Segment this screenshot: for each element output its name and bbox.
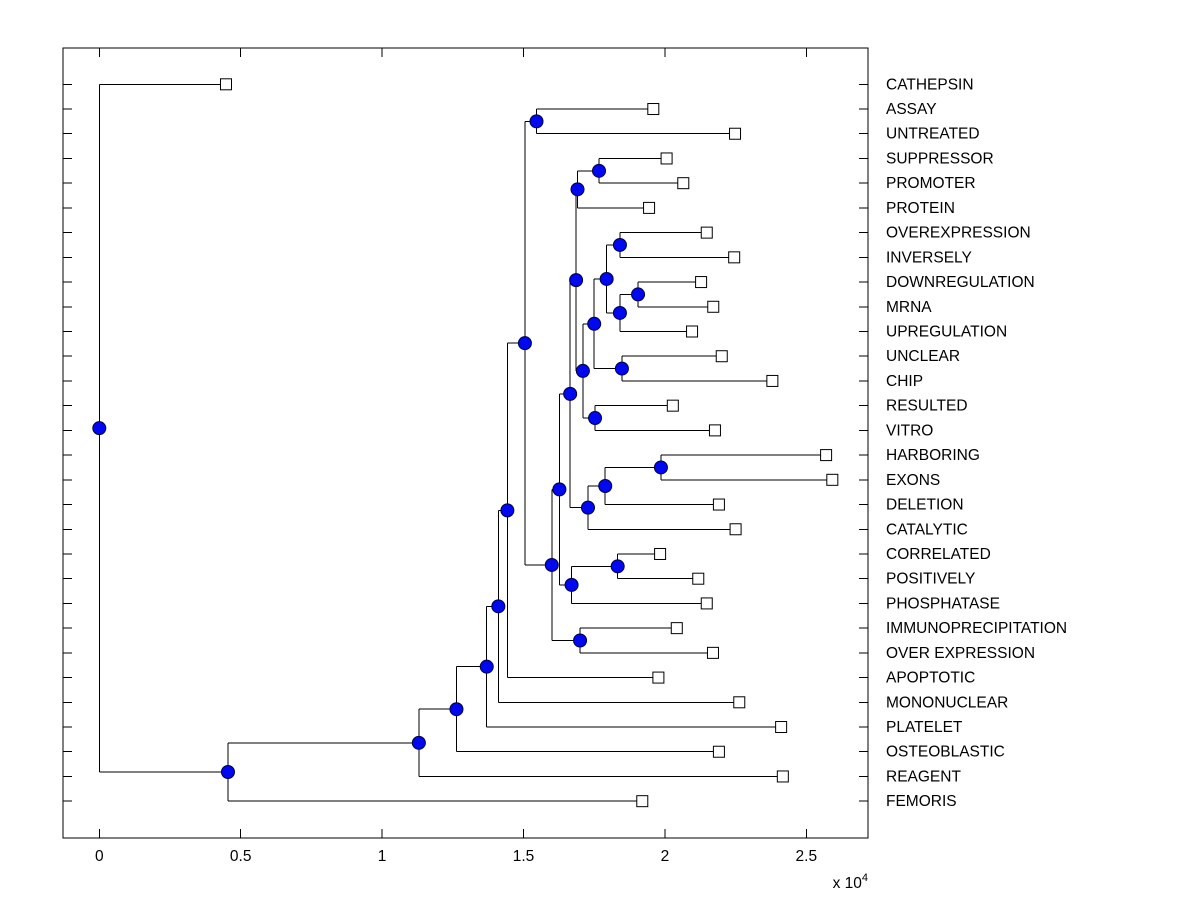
leaf-tip-marker xyxy=(712,745,725,758)
leaf-label: FEMORIS xyxy=(886,793,957,810)
leaf-label: PLATELET xyxy=(886,719,963,736)
leaf-label: OVEREXPRESSION xyxy=(886,225,1031,242)
branch-node-marker xyxy=(631,287,646,302)
leaf-label: IMMUNOPRECIPITATION xyxy=(886,620,1067,637)
branch-node-marker xyxy=(587,316,602,331)
leaf-tip-marker xyxy=(820,449,833,462)
leaf-label: UNCLEAR xyxy=(886,348,960,365)
branch-node-marker xyxy=(479,659,494,674)
x-tick-label: 1.5 xyxy=(513,848,535,865)
leaf-tip-marker xyxy=(733,696,746,709)
branch-node-marker xyxy=(570,182,585,197)
leaf-tip-marker xyxy=(700,226,713,239)
leaf-tip-marker xyxy=(729,127,742,140)
leaf-label: SUPPRESSOR xyxy=(886,150,994,167)
leaf-tip-marker xyxy=(677,177,690,190)
branch-node-marker xyxy=(612,237,627,252)
leaf-label: ASSAY xyxy=(886,101,937,118)
branch-node-marker xyxy=(544,557,559,572)
leaf-tip-marker xyxy=(666,399,679,412)
leaf-tip-marker xyxy=(712,498,725,511)
leaf-label: RESULTED xyxy=(886,398,968,415)
leaf-label: PROMOTER xyxy=(886,175,976,192)
leaf-tip-marker xyxy=(692,572,705,585)
branch-node-marker xyxy=(449,702,464,717)
x-tick-label: 0 xyxy=(95,848,104,865)
branch-node-marker xyxy=(92,421,107,436)
branch-node-marker xyxy=(569,273,584,288)
leaf-label: CORRELATED xyxy=(886,546,991,563)
branch-node-marker xyxy=(552,482,567,497)
leaf-tip-marker xyxy=(707,300,720,313)
leaf-tip-marker xyxy=(636,795,649,808)
leaf-label: OVER EXPRESSION xyxy=(886,645,1035,662)
branch-node-marker xyxy=(599,271,614,286)
leaf-label: POSITIVELY xyxy=(886,571,975,588)
branch-node-marker xyxy=(580,500,595,515)
leaf-tip-marker xyxy=(715,350,728,363)
leaf-label: APOPTOTIC xyxy=(886,670,975,687)
leaf-label: REAGENT xyxy=(886,768,961,785)
branch-node-marker xyxy=(588,411,603,426)
leaf-tip-marker xyxy=(660,152,673,165)
branch-node-marker xyxy=(491,599,506,614)
leaf-label: CATHEPSIN xyxy=(886,76,974,93)
leaf-tip-marker xyxy=(775,721,788,734)
leaf-label: PHOSPHATASE xyxy=(886,595,1000,612)
x-tick-label: 0.5 xyxy=(230,848,252,865)
leaf-tip-marker xyxy=(647,103,660,116)
leaf-tip-marker xyxy=(776,770,789,783)
branch-node-marker xyxy=(564,577,579,592)
leaf-label: DOWNREGULATION xyxy=(886,274,1035,291)
leaf-tip-marker xyxy=(686,325,699,338)
x-axis-multiplier: x 104 xyxy=(833,872,868,892)
branch-node-marker xyxy=(592,163,607,178)
branch-node-marker xyxy=(612,305,627,320)
leaf-label: UPREGULATION xyxy=(886,324,1007,341)
x-tick-label: 2.5 xyxy=(796,848,818,865)
leaf-tip-marker xyxy=(219,78,232,91)
leaf-tip-marker xyxy=(706,646,719,659)
leaf-label: OSTEOBLASTIC xyxy=(886,744,1005,761)
leaf-tip-marker xyxy=(700,597,713,610)
leaf-tip-marker xyxy=(729,523,742,536)
leaf-label: CATALYTIC xyxy=(886,521,968,538)
leaf-label: VITRO xyxy=(886,422,933,439)
branch-node-marker xyxy=(610,559,625,574)
x-tick-label: 2 xyxy=(661,848,670,865)
branch-node-marker xyxy=(598,479,613,493)
leaf-label: HARBORING xyxy=(886,447,980,464)
leaf-tip-marker xyxy=(652,671,665,684)
branch-node-marker xyxy=(573,633,588,648)
leaf-label: DELETION xyxy=(886,497,964,514)
leaf-label: EXONS xyxy=(886,472,940,489)
branch-node-marker xyxy=(529,114,544,129)
leaf-label: PROTEIN xyxy=(886,200,955,217)
branch-node-marker xyxy=(220,765,235,780)
leaf-tip-marker xyxy=(708,424,721,437)
branch-node-marker xyxy=(563,386,578,401)
leaf-tip-marker xyxy=(670,622,683,635)
leaf-label: INVERSELY xyxy=(886,249,972,266)
x-tick-label: 1 xyxy=(378,848,387,865)
branch-node-marker xyxy=(411,735,426,750)
branch-node-marker xyxy=(500,503,515,518)
leaf-tip-marker xyxy=(654,547,667,560)
leaf-tip-marker xyxy=(695,276,708,289)
branch-node-marker xyxy=(575,363,590,378)
leaf-tip-marker xyxy=(728,251,741,264)
leaf-label: MONONUCLEAR xyxy=(886,694,1008,711)
plot-frame xyxy=(62,47,869,839)
leaf-label: MRNA xyxy=(886,299,932,316)
leaf-tip-marker xyxy=(643,201,656,214)
branch-node-marker xyxy=(614,361,629,376)
leaf-label: CHIP xyxy=(886,373,923,390)
branch-node-marker xyxy=(653,460,668,475)
branch-node-marker xyxy=(517,336,532,351)
leaf-tip-marker xyxy=(826,473,839,486)
leaf-label: UNTREATED xyxy=(886,126,980,143)
leaf-tip-marker xyxy=(766,374,779,387)
